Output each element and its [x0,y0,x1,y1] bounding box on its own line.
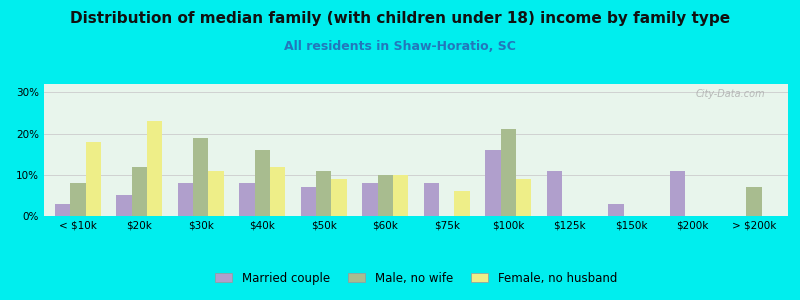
Bar [746,187,762,216]
Bar [424,183,439,216]
Bar [70,183,86,216]
Bar [546,171,562,216]
Bar [331,179,347,216]
Bar [54,204,70,216]
Bar [501,129,516,216]
Text: City-Data.com: City-Data.com [696,89,766,99]
Bar [132,167,147,216]
Bar [378,175,393,216]
Bar [209,171,224,216]
Bar [301,187,316,216]
Bar [362,183,378,216]
Bar [270,167,286,216]
Bar [116,195,132,216]
Bar [485,150,501,216]
Bar [193,138,209,216]
Bar [178,183,193,216]
Bar [147,121,162,216]
Bar [86,142,101,216]
Bar [670,171,685,216]
Bar [239,183,254,216]
Text: All residents in Shaw-Horatio, SC: All residents in Shaw-Horatio, SC [284,40,516,53]
Legend: Married couple, Male, no wife, Female, no husband: Married couple, Male, no wife, Female, n… [210,267,622,289]
Bar [254,150,270,216]
Bar [516,179,531,216]
Bar [316,171,331,216]
Text: Distribution of median family (with children under 18) income by family type: Distribution of median family (with chil… [70,11,730,26]
Bar [608,204,623,216]
Bar [454,191,470,216]
Bar [393,175,408,216]
